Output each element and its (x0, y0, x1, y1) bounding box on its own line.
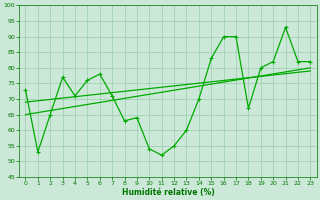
X-axis label: Humidité relative (%): Humidité relative (%) (122, 188, 214, 197)
